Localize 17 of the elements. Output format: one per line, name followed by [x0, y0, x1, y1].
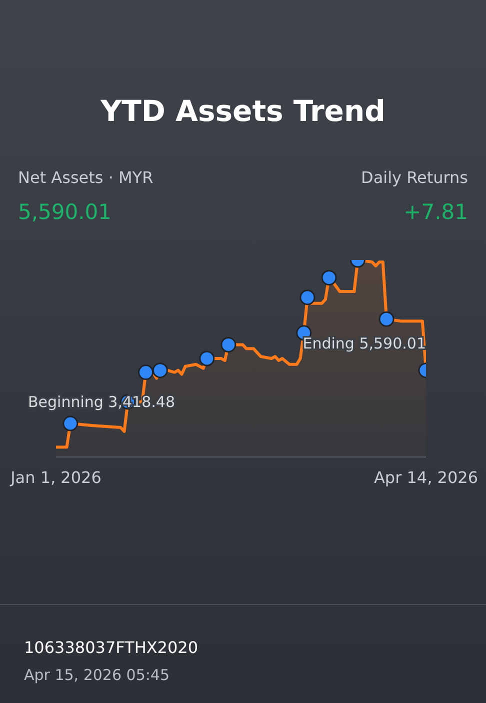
point [199, 350, 215, 366]
x-tick-label: Apr 14, 2026 [374, 468, 478, 487]
text: Apr 15, 2026 05:45 [24, 666, 170, 684]
text: 5,590.01 [18, 200, 112, 224]
point [138, 364, 154, 380]
point [152, 362, 168, 378]
point [321, 270, 337, 286]
x-tick-label: Jan 1, 2026 [10, 468, 102, 487]
text: Net Assets · MYR [18, 168, 154, 187]
point [220, 336, 236, 352]
text: +7.81 [404, 200, 468, 224]
text: 106338037FTHX2020 [24, 638, 198, 657]
text: Daily Returns [361, 168, 468, 187]
chart-title: YTD Assets Trend [100, 94, 386, 128]
point [62, 416, 78, 432]
point [300, 290, 316, 306]
point [378, 311, 394, 327]
